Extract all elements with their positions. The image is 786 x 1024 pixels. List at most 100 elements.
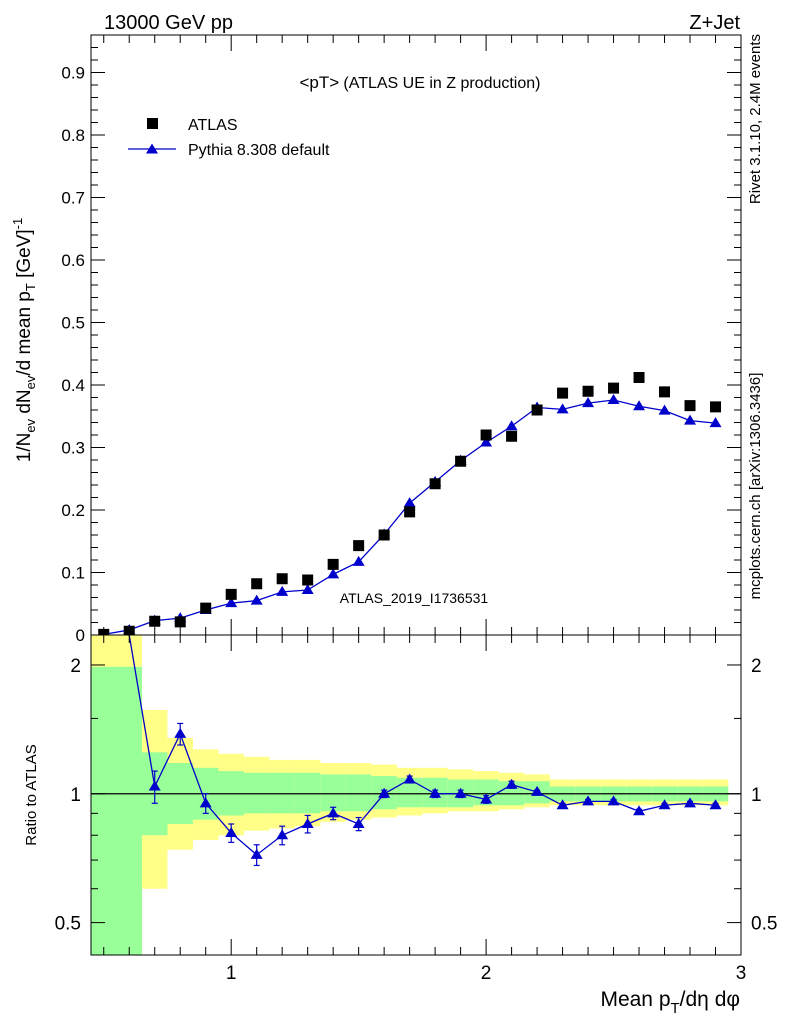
ratio-ylabel: Ratio to ATLAS <box>23 744 40 845</box>
atlas-point <box>633 372 645 383</box>
ratio-ytick-label: 2 <box>70 656 81 677</box>
ratio-plot-area <box>91 635 741 955</box>
main-title: <pT> (ATLAS UE in Z production) <box>300 73 541 92</box>
atlas-point <box>455 455 467 467</box>
atlas-point <box>582 385 594 397</box>
pythia-point <box>301 584 314 594</box>
legend-pythia-marker <box>146 143 158 154</box>
ratio-point <box>276 829 289 840</box>
main-plot-area <box>97 372 722 640</box>
ratio-point <box>607 795 620 806</box>
pythia-point <box>709 417 722 428</box>
band-inner-bin <box>243 772 270 814</box>
ratio-frame <box>90 634 742 956</box>
band-inner-bin <box>91 666 117 955</box>
atlas-point <box>149 615 161 627</box>
pythia-point <box>250 594 263 605</box>
title-text: <pT> <box>300 73 340 92</box>
band-inner-bin <box>294 772 321 814</box>
axes: 0 0.1 0.2 0.3 0.4 0.5 0.6 0.7 0.8 0.9 1 2 3 0.5 0.5 1 1 2… <box>55 34 777 984</box>
ratio-ytick-label-right: 1 <box>751 785 762 806</box>
header-left: 13000 GeV pp <box>104 12 233 34</box>
pythia-point <box>480 436 493 447</box>
ratio-point <box>658 799 671 810</box>
atlas-point <box>225 588 237 600</box>
pythia-point <box>276 585 289 596</box>
pythia-point <box>505 420 518 431</box>
main-ytick-label: 0.7 <box>61 189 85 208</box>
pythia-point <box>607 394 620 404</box>
subtitle-text: (ATLAS UE in Z production) <box>343 75 540 92</box>
main-ytick-label: 0.3 <box>61 439 85 458</box>
atlas-point <box>506 430 518 442</box>
atlas-point <box>302 574 314 586</box>
atlas-point <box>276 573 288 585</box>
atlas-point <box>353 540 365 552</box>
band-inner-bin <box>345 774 372 812</box>
main-ytick-label: 0.1 <box>61 564 85 583</box>
ratio-point <box>199 797 212 808</box>
atlas-point <box>710 401 722 413</box>
pythia-point <box>225 597 238 608</box>
main-ylabel: 1/Nev dNev/d mean pT [GeV]-1 <box>10 218 38 463</box>
main-ytick-label: 0 <box>76 626 85 645</box>
atlas-point <box>659 386 671 398</box>
main-ytick-label: 0.5 <box>61 314 85 333</box>
atlas-point <box>251 578 263 590</box>
pythia-point <box>352 555 365 566</box>
main-ytick-label: 0.8 <box>61 126 85 145</box>
band-inner-bin <box>269 772 295 814</box>
ratio-ytick-label-right: 2 <box>751 656 762 677</box>
header-right: Z+Jet <box>689 12 740 34</box>
ratio-xtick-label: 2 <box>481 963 492 984</box>
atlas-point <box>557 387 569 399</box>
rivet-label: Rivet 3.1.10, 2.4M events <box>747 34 764 204</box>
ratio-point <box>556 799 569 810</box>
main-ytick-label: 0.4 <box>61 376 85 395</box>
xlabel: Mean pT/dη dφ <box>600 988 740 1017</box>
ratio-point <box>174 727 187 738</box>
band-inner-bin <box>320 774 346 812</box>
main-ytick-label: 0.2 <box>61 501 85 520</box>
ratio-ytick-label-right: 0.5 <box>751 914 777 935</box>
band-inner-bin <box>116 666 142 955</box>
ratio-xtick-label: 1 <box>226 963 237 984</box>
watermark: ATLAS_2019_I1736531 <box>340 590 489 606</box>
ratio-xtick-label: 3 <box>736 963 747 984</box>
atlas-point <box>404 506 416 518</box>
ratio-point <box>148 780 161 791</box>
atlas-point <box>174 616 186 628</box>
ratio-point <box>378 787 391 798</box>
ratio-point <box>301 817 314 828</box>
pythia-point <box>403 497 416 508</box>
atlas-point <box>200 602 212 614</box>
atlas-point <box>327 558 339 570</box>
ratio-point <box>429 787 442 798</box>
atlas-point <box>684 400 696 412</box>
ratio-point <box>531 785 544 796</box>
ratio-point <box>250 848 263 859</box>
ratio-ytick-label: 0.5 <box>55 914 81 935</box>
atlas-point <box>531 404 543 416</box>
main-ytick-label: 0.9 <box>61 64 85 83</box>
ratio-ytick-label: 1 <box>70 785 81 806</box>
ratio-point <box>582 795 595 806</box>
pythia-point <box>658 404 671 415</box>
pythia-point <box>582 397 595 408</box>
pythia-point <box>684 414 697 425</box>
main-ytick-label: 0.6 <box>61 251 85 270</box>
pythia-point <box>327 568 340 579</box>
ratio-point <box>403 773 416 784</box>
atlas-point <box>608 382 620 394</box>
legend-atlas-marker <box>147 118 158 129</box>
ratio-point <box>633 805 646 816</box>
ratio-point <box>709 799 722 810</box>
ratio-point <box>505 778 518 789</box>
ratio-point <box>327 807 340 818</box>
atlas-point <box>429 478 441 490</box>
ratio-point <box>454 787 467 798</box>
atlas-point <box>378 529 390 541</box>
atlas-point <box>480 429 492 441</box>
pythia-point <box>556 403 569 414</box>
